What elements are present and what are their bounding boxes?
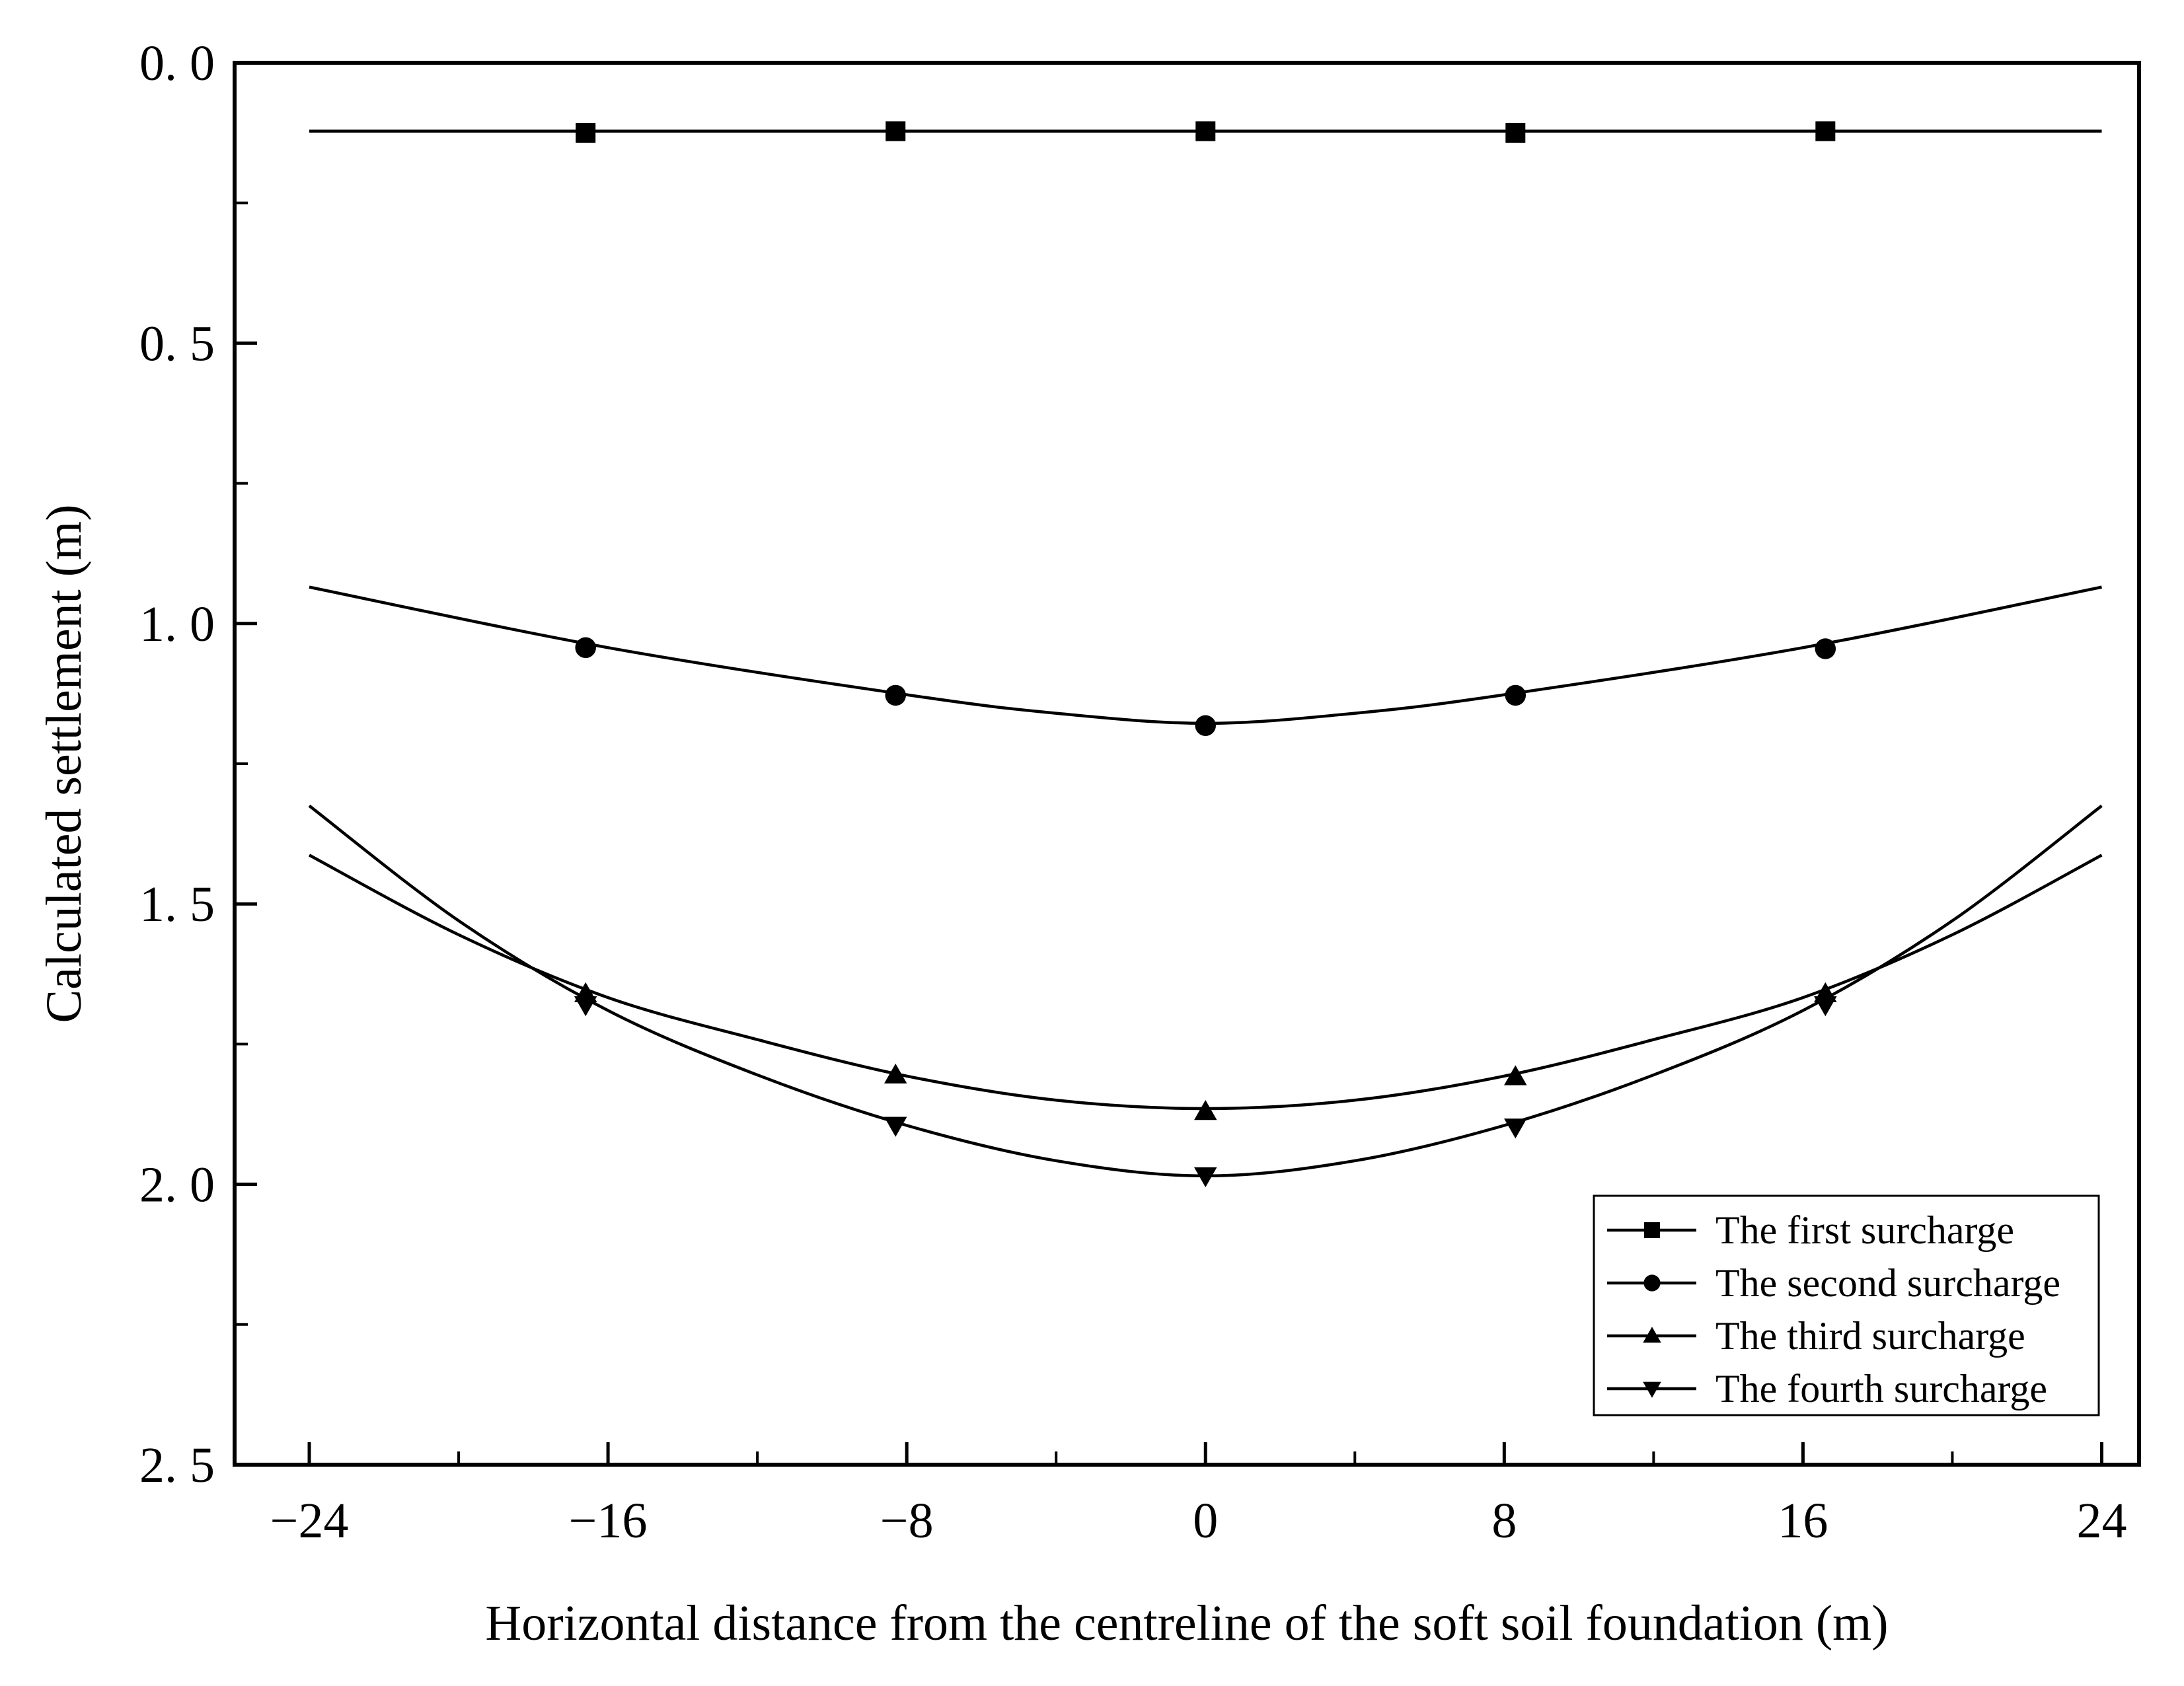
x-tick-label: 16 <box>1778 1493 1828 1549</box>
y-axis-title: Calculated settlement (m) <box>36 504 92 1023</box>
data-point <box>1195 121 1216 141</box>
data-point <box>885 684 906 706</box>
y-tick-label: 1. 5 <box>139 877 215 932</box>
legend-label: The third surcharge <box>1715 1314 2025 1358</box>
legend-marker <box>1643 1274 1661 1292</box>
series-2 <box>309 585 2102 737</box>
data-point <box>884 1117 907 1137</box>
legend-label: The fourth surcharge <box>1715 1367 2047 1411</box>
x-tick-label: 24 <box>2076 1493 2127 1549</box>
data-point <box>1505 123 1526 143</box>
y-tick-label: 2. 5 <box>139 1438 215 1493</box>
y-tick-label: 1. 0 <box>139 597 215 652</box>
x-tick-label: −16 <box>569 1493 648 1549</box>
x-tick-label: 0 <box>1193 1493 1218 1549</box>
x-tick-label: −24 <box>270 1493 349 1549</box>
data-point <box>1194 1100 1217 1120</box>
legend-marker <box>1643 1381 1661 1398</box>
data-point <box>1815 638 1836 659</box>
series-1 <box>309 121 2102 143</box>
legend-marker <box>1644 1222 1660 1238</box>
legend-label: The second surcharge <box>1715 1261 2060 1305</box>
data-point <box>1814 996 1837 1017</box>
series-3 <box>308 854 2103 1120</box>
x-tick-label: 8 <box>1491 1493 1517 1549</box>
data-point <box>1504 1118 1527 1139</box>
x-tick-label: −8 <box>880 1493 934 1549</box>
series-line <box>308 854 2103 1111</box>
y-tick-label: 0. 5 <box>139 316 215 371</box>
data-point <box>1505 684 1526 706</box>
data-point <box>575 637 596 659</box>
x-axis-title: Horizontal distance from the centreline … <box>485 1595 1888 1651</box>
data-point <box>1504 1065 1527 1085</box>
data-point <box>574 996 597 1017</box>
data-point <box>884 1063 907 1084</box>
data-point <box>885 121 906 141</box>
legend-box <box>1593 1194 2100 1416</box>
legend-label: The first surcharge <box>1715 1208 2014 1252</box>
series-4 <box>308 804 2103 1188</box>
legend-marker <box>1643 1327 1661 1343</box>
y-tick-label: 0. 0 <box>139 36 215 91</box>
data-point <box>1815 121 1836 141</box>
series-line <box>308 804 2103 1178</box>
y-tick-label: 2. 0 <box>139 1157 215 1213</box>
data-point <box>1194 1167 1217 1188</box>
data-point <box>1195 715 1217 737</box>
data-point <box>576 123 596 143</box>
